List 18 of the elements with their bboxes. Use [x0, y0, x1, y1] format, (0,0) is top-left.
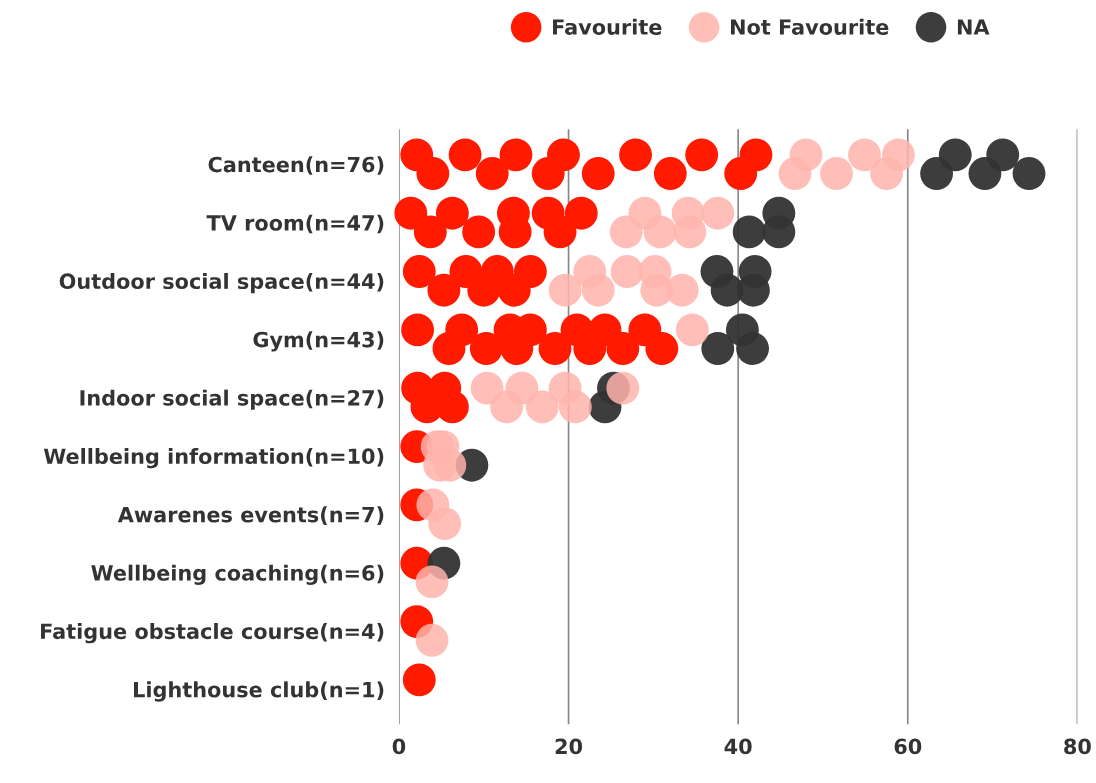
x-tick-label: 0	[392, 738, 406, 755]
legend-label: Favourite	[553, 18, 662, 35]
legend-label: Not Favourite	[731, 18, 889, 35]
y-tick-label: Wellbeing information(n=10)	[43, 447, 384, 469]
y-tick-label: Wellbeing coaching(n=6)	[91, 564, 384, 585]
y-tick-label: TV room(n=47)	[206, 214, 384, 234]
x-tick-label: 80	[1064, 738, 1091, 755]
x-tick-label: 20	[555, 738, 583, 755]
y-tick-label: Indoor social space(n=27)	[80, 389, 384, 410]
y-tick-label: Gym(n=43)	[253, 331, 384, 352]
y-tick-label: Lighthouse club(n=1)	[134, 681, 384, 702]
y-tick-label: Outdoor social space(n=44)	[59, 272, 384, 294]
y-tick-label: Awarenes events(n=7)	[117, 506, 384, 525]
legend-label: NA	[957, 19, 990, 35]
x-tick-label: 40	[724, 738, 752, 755]
y-tick-label: Canteen(n=76)	[208, 156, 384, 175]
y-tick-label: Fatigue obstacle course(n=4)	[41, 623, 384, 644]
x-tick-label: 60	[894, 738, 922, 755]
